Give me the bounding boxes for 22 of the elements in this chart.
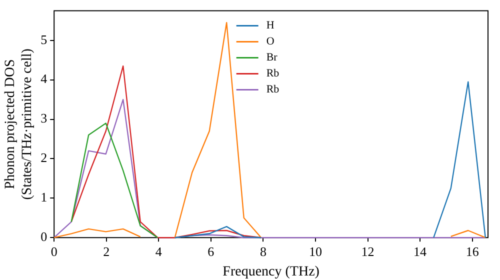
y-tick-label: 3 [40, 110, 48, 126]
x-tick-label: 4 [155, 244, 162, 259]
x-tick-label: 0 [50, 244, 58, 259]
x-tick-label: 8 [260, 244, 266, 259]
x-tick-label: 14 [414, 244, 428, 259]
legend-label: Rb [266, 84, 280, 96]
legend-label: Br [266, 52, 278, 64]
y-tick-label: 4 [40, 71, 48, 86]
legend-label: H [266, 20, 274, 32]
y-tick-label: 5 [40, 32, 48, 47]
legend-label: O [266, 36, 274, 48]
x-tick-label: 16 [466, 244, 480, 259]
x-tick-label: 10 [308, 244, 322, 259]
x-tick-label: 12 [361, 244, 374, 259]
x-axis-title: Frequency (THz) [222, 264, 320, 280]
y-axis-title: Phonon projected DOS (States/THz·primitive cell) [3, 48, 35, 200]
y-tick-label: 2 [40, 150, 48, 166]
y-tick-label: 1 [40, 190, 48, 205]
legend-label: Rb [266, 68, 280, 80]
x-tick-label: 6 [208, 244, 215, 259]
y-tick-label: 0 [40, 229, 48, 244]
x-tick-label: 2 [103, 244, 110, 259]
